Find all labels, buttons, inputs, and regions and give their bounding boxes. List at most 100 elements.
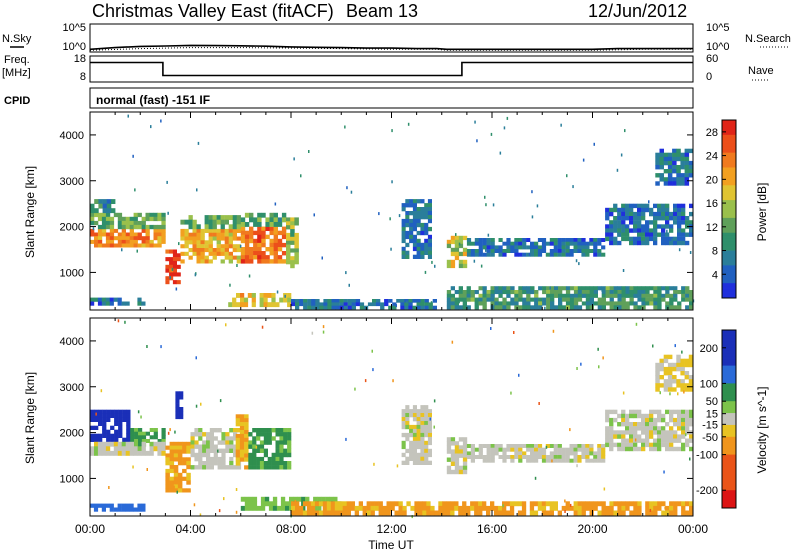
power-cell	[653, 305, 658, 310]
power-cell	[388, 299, 393, 303]
power-cell	[157, 212, 162, 218]
velocity-cell	[622, 391, 625, 395]
velocity-cell	[601, 444, 606, 448]
velocity-cell	[213, 436, 218, 441]
velocity-cell	[462, 501, 467, 507]
velocity-cell	[665, 510, 670, 516]
power-cell	[502, 249, 507, 253]
power-cell	[424, 207, 429, 212]
power-cell	[165, 264, 170, 269]
power-colorbar-swatch	[722, 185, 736, 189]
power-cell	[290, 225, 295, 230]
power-cell	[117, 239, 123, 244]
velocity-cell	[613, 442, 618, 448]
power-cell	[558, 305, 563, 310]
power-cell	[273, 230, 278, 236]
power-cell	[420, 302, 425, 307]
power-cell	[537, 249, 543, 253]
velocity-cell	[498, 455, 503, 459]
velocity-cell	[193, 503, 196, 507]
power-cell	[454, 290, 459, 295]
velocity-cell	[663, 371, 669, 376]
power-cell	[494, 297, 499, 302]
power-cell	[240, 234, 246, 240]
power-cell	[680, 152, 685, 158]
velocity-cell	[669, 409, 674, 415]
power-cell	[490, 286, 495, 291]
power-cell	[212, 215, 217, 220]
velocity-cell	[198, 456, 203, 462]
velocity-cell	[685, 417, 690, 423]
power-cell	[261, 226, 266, 231]
power-cell	[534, 290, 539, 295]
velocity-colorbar-swatch	[722, 433, 736, 438]
velocity-cell	[125, 503, 130, 508]
power-cell	[506, 241, 511, 246]
power-cell	[323, 305, 328, 310]
velocity-cell	[173, 441, 179, 446]
velocity-cell	[252, 428, 257, 433]
power-cell	[228, 215, 233, 220]
power-cell	[557, 241, 562, 246]
freq-right-tick-top: 60	[706, 53, 718, 65]
velocity-cell	[362, 510, 367, 516]
velocity-cell	[117, 441, 123, 447]
velocity-cell	[633, 409, 638, 415]
velocity-cell	[401, 413, 406, 418]
velocity-cell	[182, 468, 187, 474]
velocity-cell	[573, 458, 578, 463]
power-cell	[613, 301, 618, 306]
velocity-cell	[194, 456, 199, 462]
velocity-cell	[633, 505, 638, 511]
power-cell	[273, 242, 278, 248]
power-cell	[514, 241, 519, 246]
power-cell	[145, 232, 150, 237]
power-cell	[458, 300, 460, 304]
power-cell	[192, 244, 197, 249]
velocity-cell	[526, 458, 531, 463]
power-cell	[200, 251, 205, 256]
velocity-cell	[126, 421, 131, 426]
power-cell	[585, 286, 591, 291]
velocity-cell	[244, 449, 249, 454]
power-cell	[462, 305, 467, 310]
velocity-cell	[676, 366, 681, 372]
power-cell	[261, 251, 266, 256]
power-cell	[287, 297, 292, 303]
velocity-cell	[272, 496, 278, 502]
velocity-cell	[655, 379, 660, 384]
power-cell	[94, 243, 99, 248]
velocity-colorbar-swatch	[722, 407, 736, 411]
velocity-cell	[311, 331, 314, 335]
power-cell	[427, 254, 432, 259]
power-cell	[617, 290, 622, 295]
power-colorbar-swatch	[722, 223, 736, 228]
velocity-cell	[233, 432, 238, 437]
power-cell	[522, 238, 527, 242]
power-cell	[645, 224, 650, 229]
x-axis-label: Time UT	[368, 538, 414, 552]
velocity-cell	[90, 413, 95, 418]
power-cell	[97, 216, 103, 222]
velocity-cell	[676, 383, 681, 388]
power-cell	[224, 255, 229, 260]
velocity-cell	[179, 411, 184, 416]
velocity-colorbar-swatch	[722, 496, 736, 500]
power-cell	[585, 249, 590, 253]
velocity-cell	[225, 440, 230, 445]
power-cell	[345, 271, 347, 275]
velocity-cell	[121, 450, 126, 456]
velocity-cell	[259, 461, 265, 466]
power-cell	[446, 243, 452, 249]
velocity-colorbar-swatch	[722, 451, 736, 455]
power-cell	[474, 305, 479, 310]
power-cell	[621, 305, 626, 310]
power-cell	[665, 301, 670, 306]
power-cell	[224, 244, 229, 249]
velocity-cell	[176, 490, 178, 494]
velocity-cell	[390, 501, 395, 507]
power-cell	[275, 302, 280, 308]
power-cell	[621, 301, 626, 306]
